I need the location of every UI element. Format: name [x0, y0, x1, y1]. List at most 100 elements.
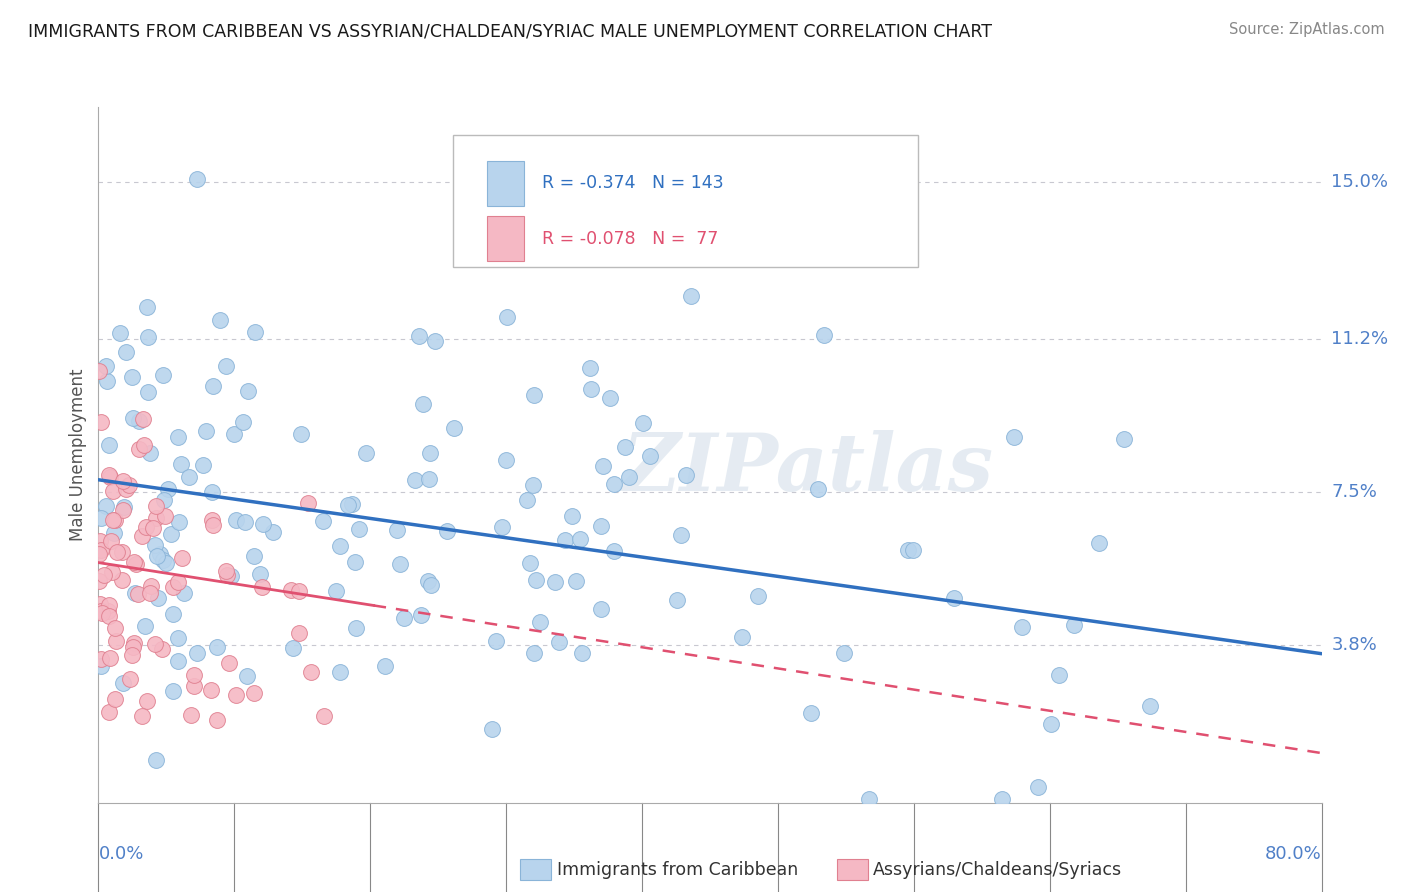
Point: [128, 414, 150, 428]
Point: [114, 482, 136, 496]
Point: [195, 424, 218, 438]
Point: [103, 513, 125, 527]
Point: [121, 648, 143, 662]
Point: [411, 608, 433, 623]
Point: [236, 669, 259, 683]
Point: [1139, 698, 1161, 713]
Point: [121, 370, 143, 384]
Point: [143, 637, 166, 651]
Point: [669, 528, 692, 542]
Point: [599, 391, 621, 405]
Point: [104, 692, 127, 706]
Point: [89, 597, 111, 611]
Point: [561, 508, 583, 523]
Point: [524, 573, 547, 587]
Point: [325, 583, 347, 598]
Point: [215, 359, 238, 373]
Point: [201, 513, 224, 527]
Point: [162, 683, 184, 698]
Point: [112, 500, 135, 514]
Point: [225, 513, 247, 527]
Point: [578, 360, 600, 375]
Point: [416, 574, 439, 588]
Point: [179, 470, 201, 484]
Point: [118, 477, 141, 491]
Point: [485, 633, 508, 648]
Point: [299, 665, 322, 679]
Point: [201, 484, 224, 499]
Point: [858, 791, 880, 805]
Point: [225, 688, 247, 702]
Point: [186, 646, 208, 660]
Point: [297, 496, 319, 510]
Point: [1063, 618, 1085, 632]
Point: [98, 467, 121, 482]
FancyBboxPatch shape: [488, 161, 524, 206]
Point: [173, 586, 195, 600]
Point: [1002, 430, 1025, 444]
Point: [617, 470, 640, 484]
Point: [132, 412, 155, 426]
Text: Assyrians/Chaldeans/Syriacs: Assyrians/Chaldeans/Syriacs: [873, 861, 1122, 879]
Point: [115, 345, 138, 359]
Text: Immigrants from Caribbean: Immigrants from Caribbean: [557, 861, 799, 879]
Point: [170, 457, 193, 471]
Point: [122, 410, 145, 425]
Point: [124, 636, 146, 650]
Point: [347, 522, 370, 536]
Point: [252, 516, 274, 531]
Point: [404, 474, 426, 488]
Point: [149, 547, 172, 561]
Point: [89, 574, 111, 588]
Point: [145, 538, 167, 552]
Point: [943, 591, 966, 605]
Point: [731, 630, 754, 644]
Point: [152, 642, 174, 657]
Point: [89, 364, 111, 378]
Point: [200, 682, 222, 697]
Text: Source: ZipAtlas.com: Source: ZipAtlas.com: [1229, 22, 1385, 37]
Point: [155, 556, 177, 570]
Point: [807, 482, 830, 496]
Point: [418, 471, 440, 485]
Point: [136, 384, 159, 399]
Text: ZIPatlas: ZIPatlas: [621, 430, 994, 508]
Point: [136, 330, 159, 344]
Point: [90, 651, 112, 665]
Point: [1088, 536, 1111, 550]
Text: IMMIGRANTS FROM CARIBBEAN VS ASSYRIAN/CHALDEAN/SYRIAC MALE UNEMPLOYMENT CORRELAT: IMMIGRANTS FROM CARIBBEAN VS ASSYRIAN/CH…: [28, 22, 993, 40]
Point: [603, 544, 626, 558]
Point: [166, 654, 188, 668]
Point: [250, 580, 273, 594]
Point: [152, 368, 174, 383]
Point: [897, 542, 920, 557]
Point: [420, 578, 443, 592]
Point: [283, 640, 305, 655]
Point: [98, 599, 121, 613]
Point: [145, 511, 167, 525]
Point: [232, 415, 254, 429]
Point: [131, 708, 153, 723]
Point: [159, 526, 181, 541]
Point: [262, 524, 284, 539]
Point: [547, 634, 569, 648]
Point: [142, 521, 165, 535]
Point: [633, 416, 655, 430]
Point: [167, 430, 190, 444]
Point: [340, 497, 363, 511]
Point: [638, 449, 661, 463]
Point: [249, 566, 271, 581]
Point: [1039, 717, 1062, 731]
Point: [89, 533, 111, 548]
Point: [290, 427, 312, 442]
Point: [991, 791, 1014, 805]
Point: [591, 518, 613, 533]
Point: [202, 379, 225, 393]
Point: [131, 529, 153, 543]
Point: [162, 607, 184, 621]
Point: [354, 446, 377, 460]
Point: [280, 582, 302, 597]
Point: [153, 509, 176, 524]
Point: [242, 549, 264, 563]
Point: [172, 550, 194, 565]
